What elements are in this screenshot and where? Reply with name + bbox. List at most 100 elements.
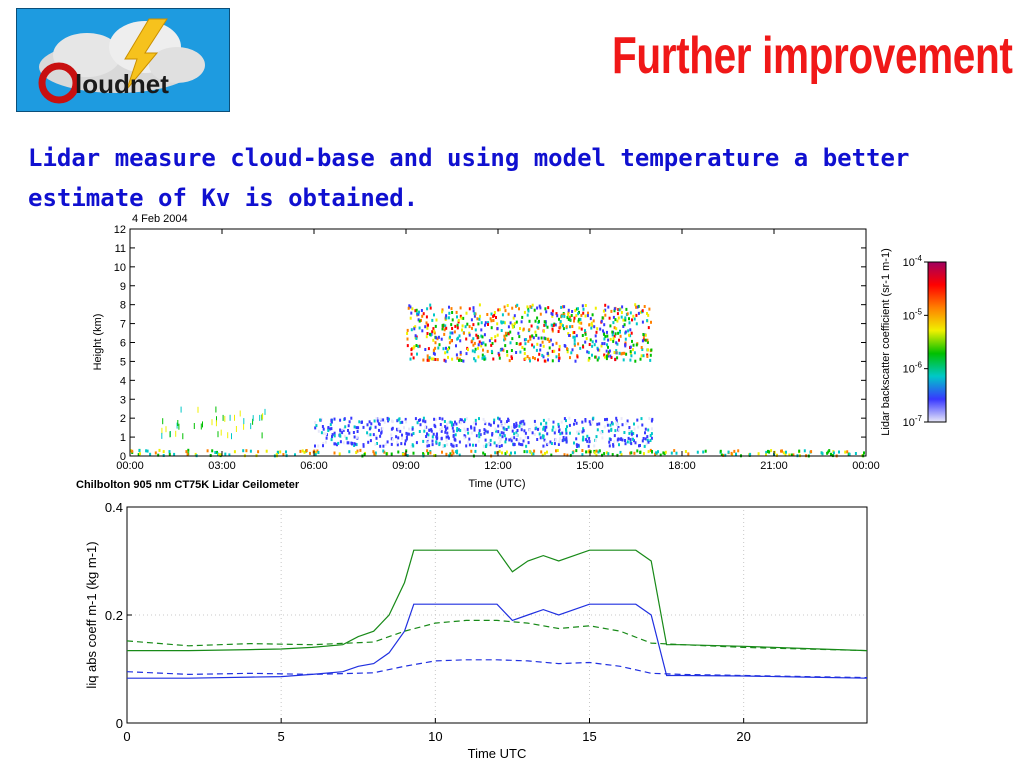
heatmap-cell	[397, 450, 400, 454]
heatmap-cell	[162, 418, 164, 425]
heatmap-cell	[305, 449, 308, 452]
heatmap-cell	[641, 439, 644, 443]
heatmap-cell	[646, 438, 649, 442]
heatmap-cell	[544, 337, 547, 341]
heatmap-cell	[546, 450, 548, 454]
heatmap-cell	[445, 316, 448, 320]
heatmap-cell	[436, 358, 439, 362]
heatmap-cell	[453, 330, 456, 334]
heatmap-cell	[543, 444, 546, 448]
heatmap-cell	[370, 422, 373, 426]
heatmap-cell	[562, 327, 565, 331]
heatmap-cell	[279, 450, 282, 454]
heatmap-cell	[443, 358, 446, 362]
heatmap-cell	[589, 338, 592, 342]
heatmap-cell	[632, 343, 635, 347]
heatmap-cell	[443, 420, 446, 423]
heatmap-cell	[526, 313, 529, 317]
heatmap-cell	[551, 428, 554, 432]
heatmap-cell	[588, 323, 591, 327]
heatmap-cell	[615, 421, 618, 425]
heatmap-cell	[647, 348, 649, 352]
heatmap-cell	[642, 354, 645, 358]
heatmap-cell	[416, 312, 418, 316]
heatmap-cell	[630, 451, 633, 455]
x-tick-label: 5	[278, 729, 285, 744]
heatmap-cell	[487, 442, 490, 446]
heatmap-cell	[518, 442, 521, 446]
heatmap-cell	[617, 437, 620, 441]
heatmap-cell	[231, 433, 232, 440]
heatmap-cell	[478, 317, 481, 321]
heatmap-cell	[621, 305, 624, 309]
heatmap-cell	[493, 421, 495, 425]
heatmap-cell	[575, 443, 578, 447]
heatmap-cell	[552, 323, 555, 327]
heatmap-cell	[372, 450, 375, 454]
heatmap-cell	[460, 418, 463, 422]
heatmap-cell	[639, 451, 642, 454]
heatmap-cell	[519, 342, 522, 346]
heatmap-cell	[556, 314, 559, 318]
y-tick-label: 0.4	[105, 500, 123, 515]
heatmap-cell	[614, 429, 617, 433]
heatmap-cell	[496, 327, 499, 331]
heatmap-cell	[427, 437, 430, 441]
heatmap-cell	[376, 419, 379, 423]
heatmap-cell	[515, 304, 517, 308]
heatmap-cell	[468, 443, 471, 447]
heatmap-cell	[558, 348, 561, 352]
heatmap-cell	[604, 303, 607, 307]
heatmap-cell	[628, 428, 631, 431]
heatmap-cell	[608, 440, 611, 444]
heatmap-cell	[501, 451, 503, 455]
heatmap-cell	[775, 453, 778, 457]
heatmap-cell	[618, 308, 621, 312]
heatmap-cell	[441, 310, 444, 314]
heatmap-cell	[591, 324, 594, 328]
heatmap-cell	[535, 426, 538, 430]
heatmap-cell	[501, 313, 504, 317]
heatmap-cell	[593, 343, 596, 347]
heatmap-cell	[573, 331, 576, 334]
heatmap-cell	[432, 432, 435, 436]
heatmap-cell	[613, 434, 616, 438]
heatmap-cell	[333, 451, 336, 455]
heatmap-cell	[505, 428, 508, 431]
heatmap-cell	[569, 431, 571, 435]
heatmap-cell	[506, 304, 509, 307]
heatmap-cell	[410, 311, 413, 315]
heatmap-cell	[501, 347, 504, 351]
heatmap-cell	[720, 453, 723, 457]
heatmap-cell	[348, 420, 351, 424]
heatmap-cell	[612, 321, 615, 325]
heatmap-cell	[588, 440, 591, 444]
colorbar-tick-label: 10-6	[903, 361, 923, 376]
heatmap-cell	[584, 304, 587, 307]
heatmap-cell	[406, 344, 409, 348]
heatmap-cell	[641, 339, 644, 343]
heatmap-cell	[577, 307, 579, 311]
heatmap-cell	[593, 325, 596, 329]
heatmap-cell	[436, 436, 439, 440]
chart1-x-axis: 00:00 03:00 06:00 09:00 12:00 15:00 18:00 21:00…	[116, 229, 880, 472]
heatmap-cell	[415, 441, 418, 445]
heatmap-cell	[434, 341, 437, 345]
heatmap-cell	[608, 349, 611, 353]
heatmap-cell	[598, 422, 601, 426]
heatmap-cell	[491, 342, 494, 345]
heatmap-cell	[582, 427, 585, 431]
heatmap-cell	[408, 304, 411, 308]
heatmap-cell	[529, 335, 532, 339]
heatmap-cell	[544, 307, 547, 311]
heatmap-cell	[333, 442, 336, 446]
heatmap-cell	[473, 341, 476, 345]
heatmap-cell	[785, 450, 787, 454]
heatmap-cell	[550, 442, 553, 445]
heatmap-cell	[492, 357, 495, 361]
heatmap-cell	[505, 450, 508, 454]
heatmap-cell	[526, 355, 529, 359]
heatmap-cell	[636, 434, 638, 438]
heatmap-cell	[410, 444, 413, 448]
heatmap-cell	[601, 453, 603, 457]
